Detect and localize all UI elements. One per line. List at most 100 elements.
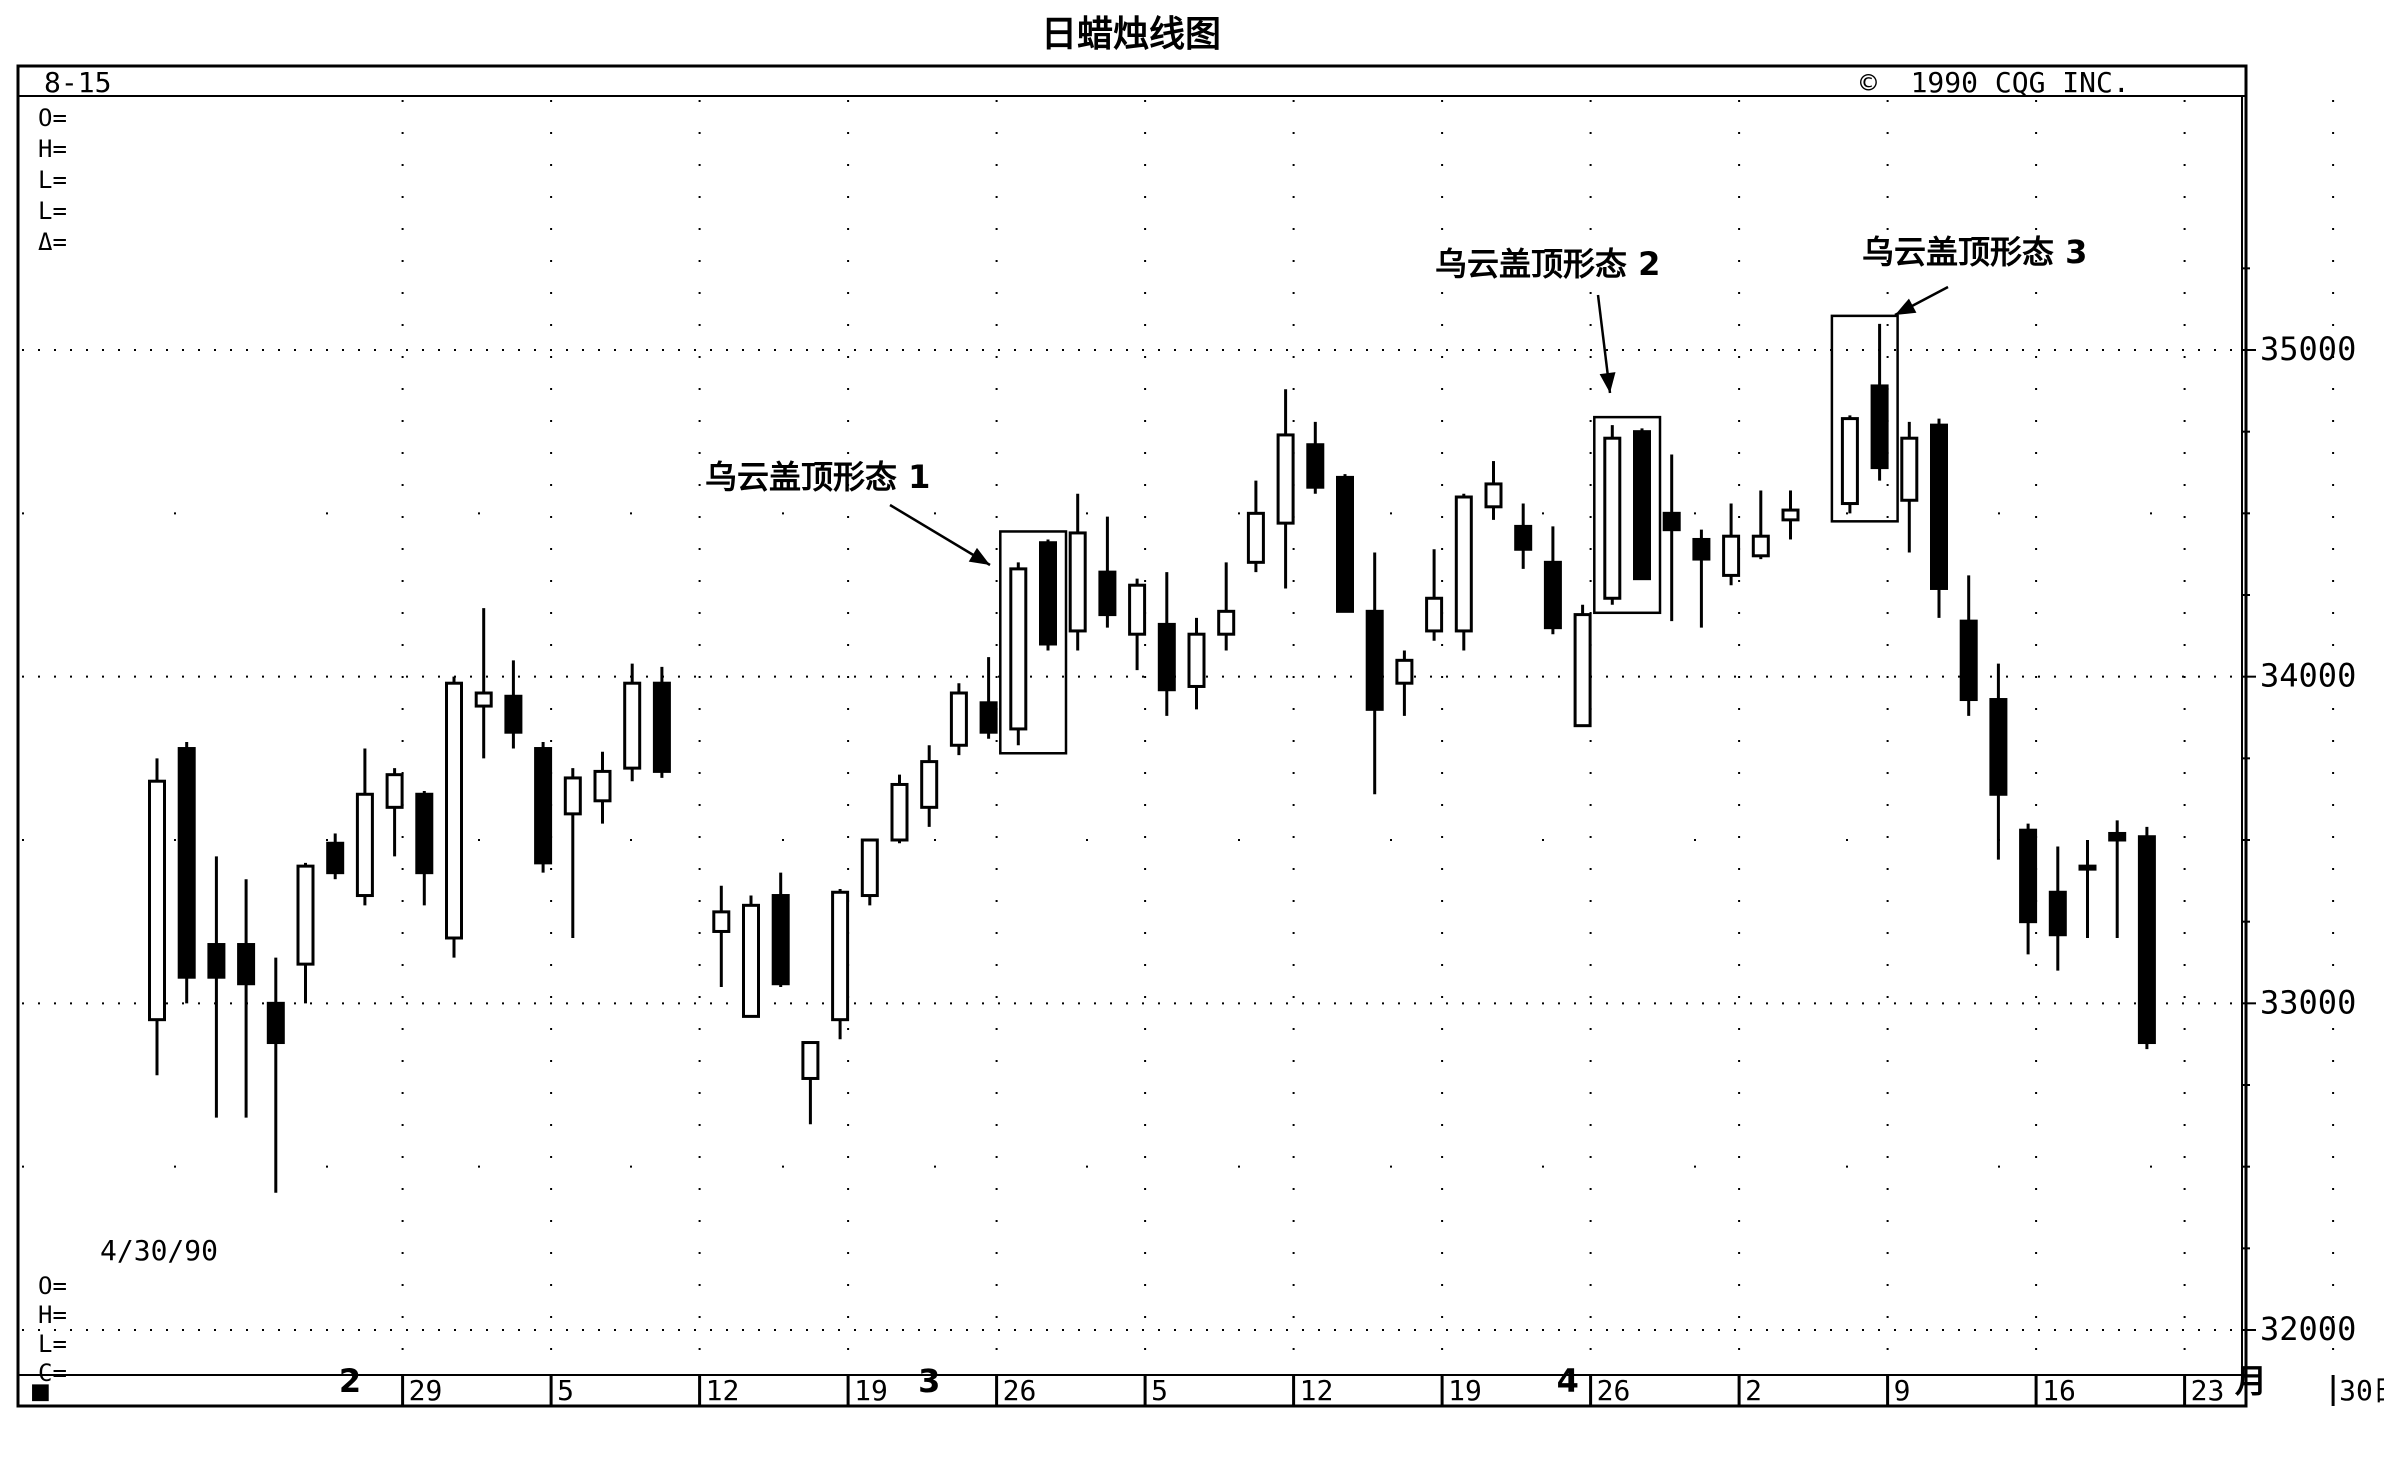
candle — [1217, 562, 1236, 651]
candle-body-black — [2108, 831, 2127, 842]
candle — [474, 608, 493, 759]
candle — [1573, 604, 1592, 728]
candle-body-white — [1009, 567, 1028, 731]
candle-body-white — [1840, 417, 1859, 506]
candle-body-black — [266, 1001, 285, 1045]
candle-body-white — [1217, 609, 1236, 636]
candle-body-white — [1603, 436, 1622, 600]
candle-body-white — [890, 782, 909, 842]
candle — [801, 1041, 820, 1125]
candle-body-white — [2078, 864, 2097, 871]
candle — [237, 879, 256, 1118]
date-label: 5 — [1151, 1374, 1168, 1407]
date-label: ■ — [32, 1374, 49, 1407]
candle-body-black — [1098, 570, 1117, 617]
candle-body-black — [771, 894, 790, 986]
date-label: 12 — [706, 1374, 740, 1407]
candle-body-white — [920, 760, 939, 809]
candle — [1128, 578, 1147, 671]
ohlc-label-bottom: C= — [38, 1359, 67, 1387]
y-tick-label: 35000 — [2260, 330, 2356, 368]
candle — [266, 957, 285, 1193]
candle — [177, 742, 196, 1004]
candle — [1781, 490, 1800, 540]
candle-body-black — [415, 792, 434, 875]
candle-body-black — [1870, 384, 1889, 470]
candle — [2078, 840, 2097, 938]
ohlc-label-bottom: O= — [38, 1272, 67, 1300]
candle — [1722, 503, 1741, 586]
candle-body-black — [1633, 430, 1651, 581]
candle-body-white — [148, 779, 166, 1022]
candle — [415, 791, 434, 906]
candle — [2019, 823, 2038, 955]
candle-body-white — [563, 776, 582, 816]
candle-body-white — [1454, 495, 1473, 633]
candle-body-white — [1573, 613, 1592, 728]
candle-body-white — [1187, 632, 1206, 688]
candle — [1840, 415, 1859, 514]
y-tick-label: 33000 — [2260, 983, 2356, 1021]
candle — [534, 742, 553, 873]
month-label: 月 — [2235, 1362, 2267, 1400]
pattern-label: 乌云盖顶形态 1 — [705, 458, 930, 496]
candle — [1068, 493, 1087, 651]
ohlc-label-bottom: H= — [38, 1301, 67, 1329]
annotations: 乌云盖顶形态 1 乌云盖顶形态 2 乌云盖顶形态 3 — [705, 233, 2087, 755]
candle-body-black — [1662, 511, 1681, 532]
candle — [1098, 516, 1117, 628]
candle-body-white — [1276, 433, 1295, 525]
date-label: 2 — [1745, 1374, 1762, 1407]
candle — [1187, 617, 1206, 710]
ohlc-label-top: L= — [38, 197, 67, 225]
date-label: 16 — [2042, 1374, 2076, 1407]
date-axis: ■295121926512192629162330日 — [32, 1374, 2384, 1407]
candle-body-white — [385, 773, 404, 809]
date-label: 9 — [1894, 1374, 1911, 1407]
plot-frame — [16, 64, 2248, 1408]
candle — [1751, 490, 1770, 560]
date-label: 30日 — [2339, 1374, 2384, 1407]
candle — [2048, 846, 2067, 971]
ohlc-label-top: O= — [38, 104, 67, 132]
candle-body-black — [504, 694, 523, 734]
candle-body-black — [1365, 609, 1384, 711]
candle-body-white — [1781, 508, 1800, 522]
candle — [385, 768, 404, 857]
candle — [1454, 493, 1473, 651]
candle — [2108, 820, 2127, 938]
ohlc-label-bottom: L= — [38, 1330, 67, 1358]
candle — [1543, 526, 1562, 635]
candle — [148, 758, 166, 1076]
top-left-label: 8-15 — [44, 66, 111, 99]
candle — [623, 663, 642, 782]
candle-body-black — [326, 841, 345, 875]
candle-body-white — [949, 691, 968, 747]
ohlc-label-top: L= — [38, 166, 67, 194]
candle — [445, 676, 463, 958]
month-label: 3 — [918, 1362, 940, 1400]
candle — [563, 768, 582, 938]
candle-body-black — [2019, 828, 2038, 924]
month-label: 2 — [339, 1362, 361, 1400]
pattern-box — [1830, 314, 1899, 523]
candle — [504, 660, 523, 749]
candle-body-white — [1068, 531, 1087, 633]
candle — [1633, 428, 1651, 581]
candle-body-black — [2137, 835, 2156, 1045]
candle-body-white — [355, 792, 374, 898]
candle — [1900, 421, 1919, 553]
month-label: 4 — [1557, 1362, 1579, 1400]
date-label: 23 — [2191, 1374, 2225, 1407]
candle-body-white — [742, 903, 760, 1018]
candle-body-black — [1039, 541, 1057, 646]
candle — [831, 889, 850, 1040]
candle-body-black — [177, 747, 196, 979]
candle — [949, 683, 968, 756]
candle — [771, 872, 790, 987]
candle-body-black — [1543, 560, 1562, 630]
candle — [920, 745, 939, 827]
ohlc-label-top: Δ= — [38, 228, 67, 256]
candle — [326, 833, 345, 880]
